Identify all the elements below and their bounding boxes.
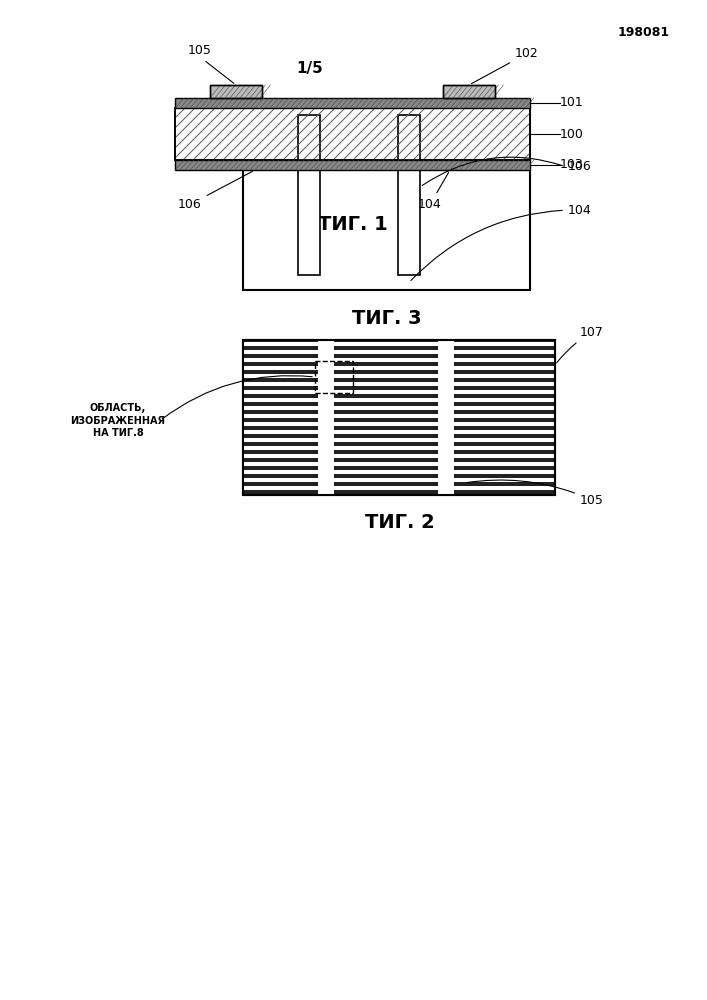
Bar — [454, 414, 554, 418]
Bar — [244, 446, 318, 450]
Bar — [398, 115, 420, 275]
Bar — [454, 358, 554, 362]
Bar — [334, 366, 438, 370]
Bar — [454, 422, 554, 426]
Bar — [175, 98, 530, 108]
Bar — [454, 438, 554, 442]
Text: 101: 101 — [560, 97, 584, 109]
Bar — [443, 85, 495, 98]
Bar — [244, 358, 318, 362]
Bar — [334, 470, 438, 474]
Bar — [175, 108, 530, 160]
Bar — [334, 382, 438, 386]
Text: ΤИГ. 2: ΤИГ. 2 — [365, 514, 435, 532]
Bar — [334, 430, 438, 434]
Text: 104: 104 — [418, 172, 449, 211]
Bar — [244, 374, 318, 378]
Text: ΤИГ. 1: ΤИГ. 1 — [318, 216, 388, 234]
Bar — [454, 430, 554, 434]
Bar — [244, 350, 318, 354]
Bar — [244, 462, 318, 466]
Text: 106: 106 — [178, 171, 252, 211]
Bar — [244, 341, 554, 494]
Bar — [244, 414, 318, 418]
Bar — [175, 160, 530, 170]
Text: 105: 105 — [188, 44, 234, 83]
Bar — [334, 358, 438, 362]
FancyArrowPatch shape — [422, 157, 562, 185]
Bar — [244, 422, 318, 426]
Bar — [334, 446, 438, 450]
Bar — [334, 486, 438, 490]
Bar — [244, 454, 318, 458]
Bar — [454, 446, 554, 450]
Bar — [334, 350, 438, 354]
Bar — [334, 374, 438, 378]
Bar — [334, 462, 438, 466]
Bar — [244, 390, 318, 394]
Bar — [454, 462, 554, 466]
Bar — [318, 341, 334, 494]
Text: 100: 100 — [560, 127, 584, 140]
Bar — [334, 422, 438, 426]
Bar — [454, 374, 554, 378]
Bar — [454, 366, 554, 370]
Bar — [334, 438, 438, 442]
Bar — [334, 390, 438, 394]
Bar — [210, 85, 262, 98]
Bar — [244, 486, 318, 490]
Bar — [315, 361, 353, 393]
Bar — [438, 341, 454, 494]
Bar — [244, 342, 318, 346]
Bar — [244, 430, 318, 434]
Bar — [243, 340, 555, 495]
Bar — [454, 350, 554, 354]
Bar — [454, 390, 554, 394]
Text: 1/5: 1/5 — [297, 60, 323, 76]
Text: 198081: 198081 — [618, 26, 670, 39]
Text: 104: 104 — [568, 204, 592, 217]
Text: ОБЛАСТЬ,
ИЗОБРАЖЕННАЯ
НА ΤИГ.8: ОБЛАСТЬ, ИЗОБРАЖЕННАЯ НА ΤИГ.8 — [71, 403, 165, 438]
Bar — [334, 342, 438, 346]
FancyArrowPatch shape — [411, 210, 562, 280]
Bar — [454, 382, 554, 386]
Bar — [243, 100, 530, 290]
Bar — [334, 398, 438, 402]
Text: 103: 103 — [560, 158, 584, 172]
Bar — [454, 342, 554, 346]
Bar — [454, 478, 554, 482]
Text: 107: 107 — [556, 326, 604, 363]
Bar — [298, 115, 320, 275]
Bar — [244, 478, 318, 482]
Bar — [244, 406, 318, 410]
Text: 106: 106 — [568, 160, 592, 173]
Text: 105: 105 — [467, 480, 604, 506]
Bar — [243, 340, 555, 495]
Bar — [244, 438, 318, 442]
Bar — [334, 478, 438, 482]
Bar — [454, 398, 554, 402]
Bar — [334, 406, 438, 410]
Bar — [175, 108, 530, 160]
Bar — [210, 85, 262, 98]
Text: ΤИГ. 3: ΤИГ. 3 — [352, 308, 422, 328]
Bar — [244, 382, 318, 386]
Bar — [454, 486, 554, 490]
Text: 102: 102 — [472, 47, 539, 84]
Bar — [454, 470, 554, 474]
Bar — [454, 406, 554, 410]
Bar — [334, 454, 438, 458]
Bar — [244, 366, 318, 370]
Bar — [244, 470, 318, 474]
Bar — [454, 454, 554, 458]
Bar — [443, 85, 495, 98]
Bar — [244, 398, 318, 402]
FancyArrowPatch shape — [162, 376, 312, 419]
Bar — [334, 414, 438, 418]
